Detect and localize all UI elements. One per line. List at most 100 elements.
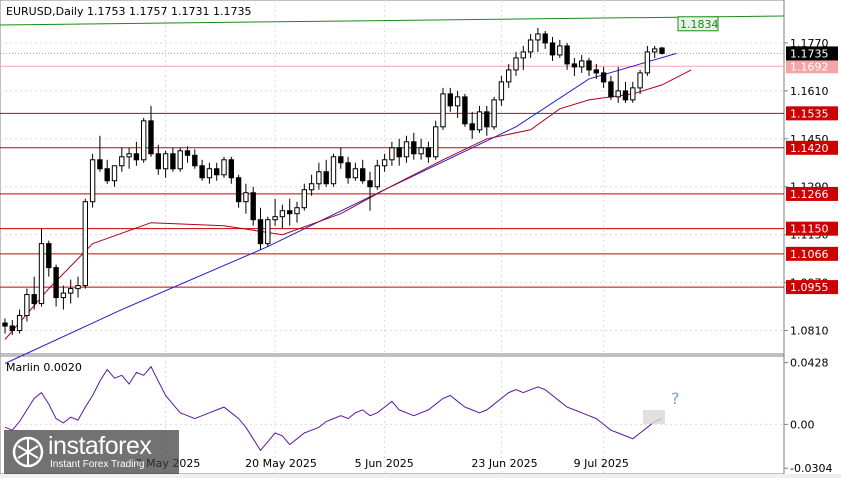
candle-body [367,180,373,188]
candle-body [46,243,52,269]
level-label-bg [786,106,838,121]
candle-body [462,96,468,125]
instaforex-logo-icon [12,436,44,468]
candle-body [498,81,505,101]
candle-body [75,285,81,290]
channel-line [0,15,785,26]
indicator-title: Marlin 0.0020 [6,361,82,374]
level-label-bg [786,59,838,74]
candle-body [89,159,96,203]
candle-body [608,81,614,98]
chart-title: EURUSD,Daily 1.1753 1.1757 1.1731 1.1735 [6,5,251,18]
candle-body [279,210,286,218]
candle-body [549,42,556,56]
time-tick-label: 23 Jun 2025 [471,457,537,470]
indicator-tick-label: 0.0428 [790,357,829,370]
indicator-tick-label: 0.00 [790,418,815,431]
candle-body [16,315,23,332]
candle-body [119,156,125,167]
candle-body [206,168,213,179]
candle-body [374,165,380,188]
price-axis: 1.17701.16101.14501.12901.11301.09701.08… [784,37,832,475]
candle-body [2,322,8,327]
candle-body [294,207,300,215]
candle-body [491,99,497,128]
candle-body [257,219,264,245]
candle-body [141,120,147,161]
level-label: 1.1066 [790,248,829,261]
candle-body [111,165,118,182]
candle-body [330,156,337,185]
candle-body [199,165,205,179]
price-panel-frame [0,0,785,355]
candle-body [527,39,534,53]
candle-body [564,45,570,65]
candle-body [425,147,432,158]
candle-body [126,153,132,158]
instaforex-watermark: instaforex Instant Forex Trading [4,430,179,474]
candle-body [265,219,271,245]
level-label: 1.1150 [790,223,829,236]
candle-body [652,48,658,53]
candle-body [97,159,103,170]
level-label-bg [786,140,838,155]
price-labels: 1.1692 1.1535 1.1420 1.1266 1.1150 1.1066 1.09… [677,16,838,295]
candle-body [38,243,45,305]
marlin-highlight-box [643,409,665,424]
candle-body [243,192,249,203]
candle-body [513,57,519,71]
candle-body [104,168,110,182]
candle-body [659,47,665,54]
candle-body [287,210,293,215]
level-label-bg [786,221,838,236]
candle-body [615,90,621,98]
candle-body [535,33,541,41]
candle-body [323,171,329,185]
candle-body [403,141,410,158]
candle-body [469,123,475,131]
candle-body [148,120,154,155]
candle-body [53,267,59,299]
candle-body [221,159,227,176]
candle-body [345,162,351,179]
candle-body [177,150,183,170]
candle-body [24,294,30,317]
indicator: ? [4,365,680,452]
candle-body [162,153,169,170]
current-price-label: 1.1735 [790,47,829,60]
level-label: 1.1420 [790,142,829,155]
indicator-tick-label: -0.0304 [790,462,832,474]
level-label-bg [786,280,838,295]
candle-body [68,288,74,294]
candle-body [338,156,344,164]
candle-body [637,72,643,89]
candle-body [381,159,388,167]
candle-body [600,72,607,83]
price-tick-label: 1.0810 [790,325,829,338]
time-tick-label: 5 Jun 2025 [355,457,414,470]
candle-body [214,168,220,176]
channel-label-bg [677,16,719,32]
candle-body [557,45,563,56]
candle-body [484,111,490,128]
candle-body [644,51,651,74]
candle-body [542,33,548,44]
candle-body [622,90,629,101]
candle-body [630,87,636,101]
candle-body [192,154,198,167]
candle-body [571,63,578,68]
candle-body [593,69,599,74]
candles [2,27,665,336]
candle-body [447,93,453,107]
marlin-line [4,365,663,452]
candle-body [235,177,242,203]
candle-body [433,126,439,158]
current-price-bg [786,46,838,61]
level-label: 1.1266 [790,188,829,201]
candle-body [389,147,395,161]
time-tick-label: 9 Jul 2025 [574,457,629,470]
candle-body [82,201,88,287]
candle-body [60,292,67,299]
